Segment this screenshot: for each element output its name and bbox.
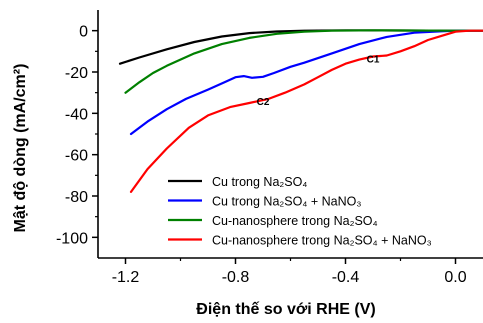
x-tick-label: -1.2 (112, 269, 140, 286)
legend-label-2: Cu trong Na₂SO₄ + NaNO₃ (212, 195, 361, 209)
x-tick-label: 0.0 (444, 269, 466, 286)
legend: Cu trong Na₂SO₄ Cu trong Na₂SO₄ + NaNO₃ Cu… (168, 175, 432, 248)
y-tick-label: -20 (65, 65, 88, 82)
y-tick-label: -60 (65, 148, 88, 165)
legend-label-4: Cu-nanosphere trong Na₂SO₄ + NaNO₃ (212, 234, 432, 248)
legend-label-3: Cu-nanosphere trong Na₂SO₄ (212, 214, 378, 228)
x-tick-label: -0.8 (222, 269, 250, 286)
x-tick-label: -0.4 (332, 269, 360, 286)
series-line-4 (129, 29, 483, 193)
annotation-label: C2 (257, 97, 270, 108)
y-tick-label: -80 (65, 189, 88, 206)
series-line-3 (124, 29, 483, 94)
legend-label-1: Cu trong Na₂SO₄ (212, 175, 307, 189)
annotation-label: C1 (367, 55, 380, 66)
series-line-2 (129, 29, 483, 136)
y-axis-label: Mật độ dòng (mA/cm²) (12, 64, 29, 233)
y-tick-label: 0 (79, 24, 88, 41)
series-layer (118, 29, 483, 193)
x-axis-label: Điện thế so với RHE (V) (196, 301, 375, 318)
y-tick-label: -40 (65, 106, 88, 123)
y-tick-label: -100 (56, 230, 88, 247)
axes-layer: 0 -20 -40 -60 -80 -100 -1.2 -0.8 -0.4 0.0 (56, 10, 483, 286)
annotation-layer: C1 C2 (257, 55, 380, 108)
